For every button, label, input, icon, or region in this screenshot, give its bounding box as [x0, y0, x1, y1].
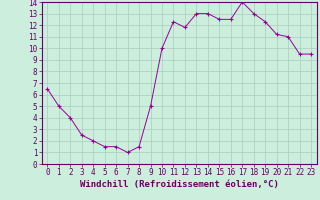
X-axis label: Windchill (Refroidissement éolien,°C): Windchill (Refroidissement éolien,°C)	[80, 180, 279, 189]
